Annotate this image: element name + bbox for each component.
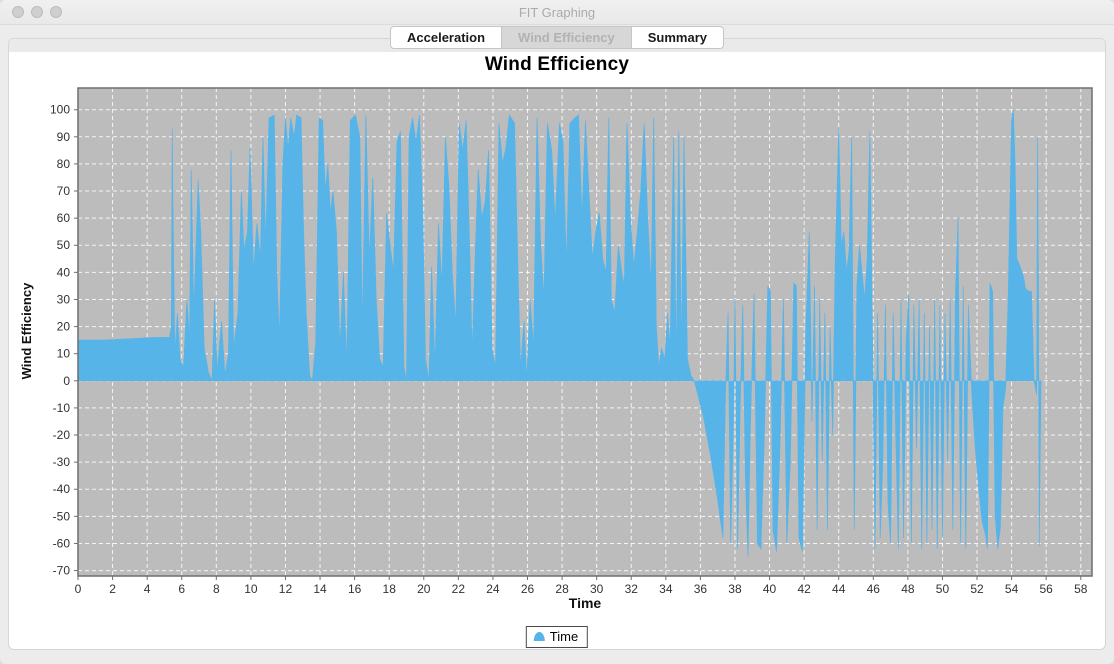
tab-acceleration[interactable]: Acceleration [390, 26, 503, 49]
svg-text:30: 30 [590, 582, 604, 596]
tab-bar: Acceleration Wind Efficiency Summary [390, 26, 724, 49]
svg-text:32: 32 [625, 582, 639, 596]
svg-text:30: 30 [57, 292, 71, 306]
svg-text:90: 90 [57, 130, 71, 144]
svg-text:20: 20 [417, 582, 431, 596]
svg-text:-50: -50 [53, 509, 71, 523]
legend: Time [525, 626, 589, 648]
svg-text:10: 10 [244, 582, 258, 596]
svg-text:100: 100 [50, 103, 70, 117]
svg-text:50: 50 [936, 582, 950, 596]
svg-text:52: 52 [970, 582, 984, 596]
svg-text:54: 54 [1005, 582, 1019, 596]
svg-text:40: 40 [763, 582, 777, 596]
chart-title: Wind Efficiency [484, 54, 630, 75]
svg-text:34: 34 [659, 582, 673, 596]
zoom-button[interactable] [50, 6, 62, 18]
svg-text:70: 70 [57, 184, 71, 198]
svg-text:28: 28 [555, 582, 569, 596]
svg-text:-40: -40 [53, 482, 71, 496]
svg-text:40: 40 [57, 265, 71, 279]
svg-text:26: 26 [521, 582, 535, 596]
svg-text:0: 0 [75, 582, 82, 596]
svg-text:50: 50 [57, 238, 71, 252]
svg-text:2: 2 [109, 582, 116, 596]
svg-text:58: 58 [1074, 582, 1088, 596]
tab-summary[interactable]: Summary [630, 26, 724, 49]
svg-text:44: 44 [832, 582, 846, 596]
svg-text:38: 38 [728, 582, 742, 596]
window-title: FIT Graphing [518, 5, 596, 20]
svg-text:48: 48 [901, 582, 915, 596]
svg-text:10: 10 [57, 347, 71, 361]
svg-text:-70: -70 [53, 564, 71, 578]
svg-text:24: 24 [486, 582, 500, 596]
svg-text:-30: -30 [53, 455, 71, 469]
svg-text:14: 14 [313, 582, 327, 596]
svg-text:18: 18 [383, 582, 397, 596]
svg-text:22: 22 [452, 582, 466, 596]
svg-text:-60: -60 [53, 536, 71, 550]
area-series-icon [533, 632, 545, 641]
x-axis-label: Time [568, 595, 602, 611]
svg-text:-10: -10 [53, 401, 71, 415]
svg-text:6: 6 [178, 582, 185, 596]
svg-text:16: 16 [348, 582, 362, 596]
svg-text:20: 20 [57, 320, 71, 334]
svg-text:8: 8 [213, 582, 220, 596]
svg-text:12: 12 [279, 582, 293, 596]
svg-text:4: 4 [144, 582, 151, 596]
legend-label: Time [549, 629, 579, 644]
svg-text:56: 56 [1040, 582, 1054, 596]
svg-text:60: 60 [57, 211, 71, 225]
svg-text:46: 46 [867, 582, 881, 596]
minimize-button[interactable] [31, 6, 43, 18]
svg-text:0: 0 [63, 374, 70, 388]
tab-wind-efficiency[interactable]: Wind Efficiency [501, 26, 632, 49]
close-button[interactable] [12, 6, 24, 18]
svg-text:36: 36 [694, 582, 708, 596]
title-bar: FIT Graphing [0, 0, 1114, 25]
svg-text:80: 80 [57, 157, 71, 171]
svg-text:-20: -20 [53, 428, 71, 442]
svg-text:42: 42 [797, 582, 811, 596]
y-axis-label: Wind Efficiency [19, 282, 34, 380]
